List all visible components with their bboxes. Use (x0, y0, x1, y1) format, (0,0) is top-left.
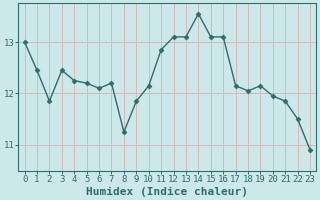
X-axis label: Humidex (Indice chaleur): Humidex (Indice chaleur) (86, 186, 248, 197)
